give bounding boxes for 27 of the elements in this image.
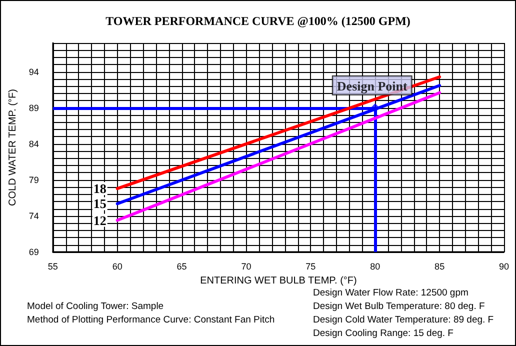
x-tick-label: 55 [48, 262, 58, 272]
series-label: 15 [93, 196, 107, 212]
text: Design Water Flow Rate: 12500 gpm [313, 288, 468, 298]
y-tick-label: 94 [28, 66, 39, 77]
x-tick-label: 70 [241, 262, 252, 272]
chart-title: TOWER PERFORMANCE CURVE @100% (12500 GPM) [106, 14, 410, 28]
y-tick-label: 69 [28, 247, 39, 257]
y-tick-label: 74 [28, 210, 39, 221]
text: Design Cooling Range: 15 deg. F [313, 328, 454, 339]
y-tick-label: 89 [28, 102, 39, 113]
x-tick-label: 90 [498, 262, 510, 272]
x-axis-title: ENTERING WET BULB TEMP. (°F) [200, 275, 357, 286]
x-tick-label: 60 [112, 262, 122, 272]
text: Method of Plotting Performance Curve: Constant Fan Pitch [27, 314, 275, 326]
x-tick-label: 75 [306, 262, 316, 272]
text: Design Cold Water Temperature: 89 deg. F [313, 314, 494, 326]
text: Model of Cooling Tower: Sample [27, 301, 164, 312]
series-label: 18 [93, 181, 107, 196]
x-tick-label: 85 [434, 262, 445, 272]
annotation: Design Point [336, 78, 408, 94]
x-tick-label: 65 [176, 262, 187, 272]
x-tick-label: 80 [370, 262, 380, 272]
series-label: 12 [93, 212, 106, 228]
y-axis-title: COLD WATER TEMP. (°F) [8, 89, 18, 206]
y-tick-label: 79 [28, 174, 39, 185]
y-tick-label: 84 [28, 138, 39, 149]
text: Design Wet Bulb Temperature: 80 deg. F [313, 301, 485, 312]
